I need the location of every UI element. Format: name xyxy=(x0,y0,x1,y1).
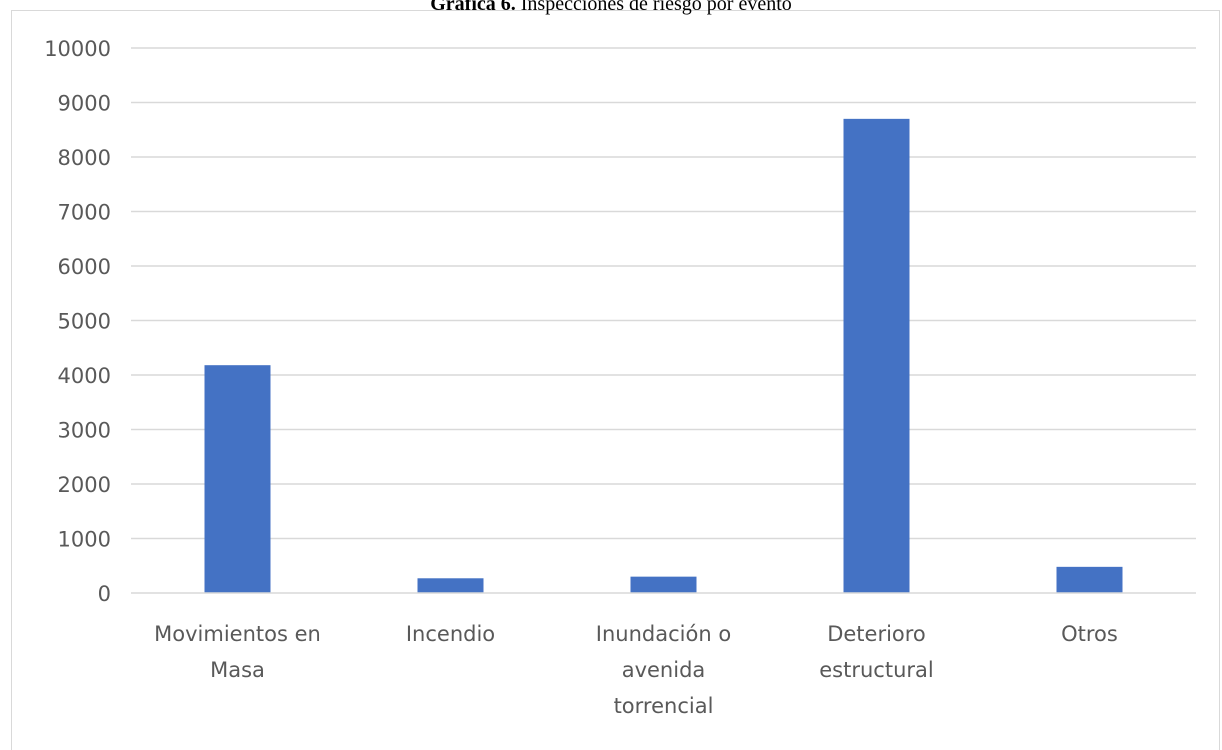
y-tick-label: 2000 xyxy=(58,473,111,497)
y-axis-tick-labels: 0 1000 2000 3000 4000 5000 6000 7000 8000 9000 100… xyxy=(44,37,111,606)
y-tick-label: 10000 xyxy=(44,37,111,61)
y-tick-label: 1000 xyxy=(58,528,111,552)
y-tick-label: 6000 xyxy=(58,255,111,279)
x-tick-label-line: Otros xyxy=(1061,622,1118,646)
chart-frame xyxy=(11,10,1220,750)
x-tick-label: Deterioro estructural xyxy=(819,622,933,682)
x-tick-label-line: torrencial xyxy=(614,694,714,718)
y-tick-label: 5000 xyxy=(58,310,111,334)
y-tick-label: 4000 xyxy=(58,364,111,388)
y-tick-label: 0 xyxy=(98,582,111,606)
bar xyxy=(1056,566,1123,593)
x-tick-label-line: Masa xyxy=(210,658,265,682)
y-tick-label: 9000 xyxy=(58,92,111,116)
gridlines xyxy=(131,47,1196,540)
x-tick-label: Incendio xyxy=(406,622,495,646)
y-tick-label: 7000 xyxy=(58,201,111,225)
bar xyxy=(417,578,484,593)
bar xyxy=(204,365,271,593)
x-tick-label-line: estructural xyxy=(819,658,933,682)
bars xyxy=(204,118,1123,593)
x-tick-label-line: Deterioro xyxy=(827,622,926,646)
x-tick-label-line: Movimientos en xyxy=(154,622,321,646)
chart-title-text: Inspecciones de riesgo por evento xyxy=(520,0,792,15)
y-tick-label: 3000 xyxy=(58,419,111,443)
y-tick-label: 8000 xyxy=(58,146,111,170)
chart-title-prefix: Gráfica 6. xyxy=(430,0,516,15)
x-tick-label: Otros xyxy=(1061,622,1118,646)
x-tick-label: Movimientos en Masa xyxy=(154,622,321,682)
x-axis-tick-labels: Movimientos en Masa Incendio Inundación o av… xyxy=(154,622,1118,718)
bar xyxy=(843,118,910,593)
x-tick-label: Inundación o avenida torrencial xyxy=(596,622,731,718)
x-tick-label-line: avenida xyxy=(622,658,706,682)
bar xyxy=(630,576,697,593)
x-tick-label-line: Inundación o xyxy=(596,622,731,646)
chart-title: Gráfica 6. Inspecciones de riesgo por ev… xyxy=(0,0,1222,14)
x-tick-label-line: Incendio xyxy=(406,622,495,646)
